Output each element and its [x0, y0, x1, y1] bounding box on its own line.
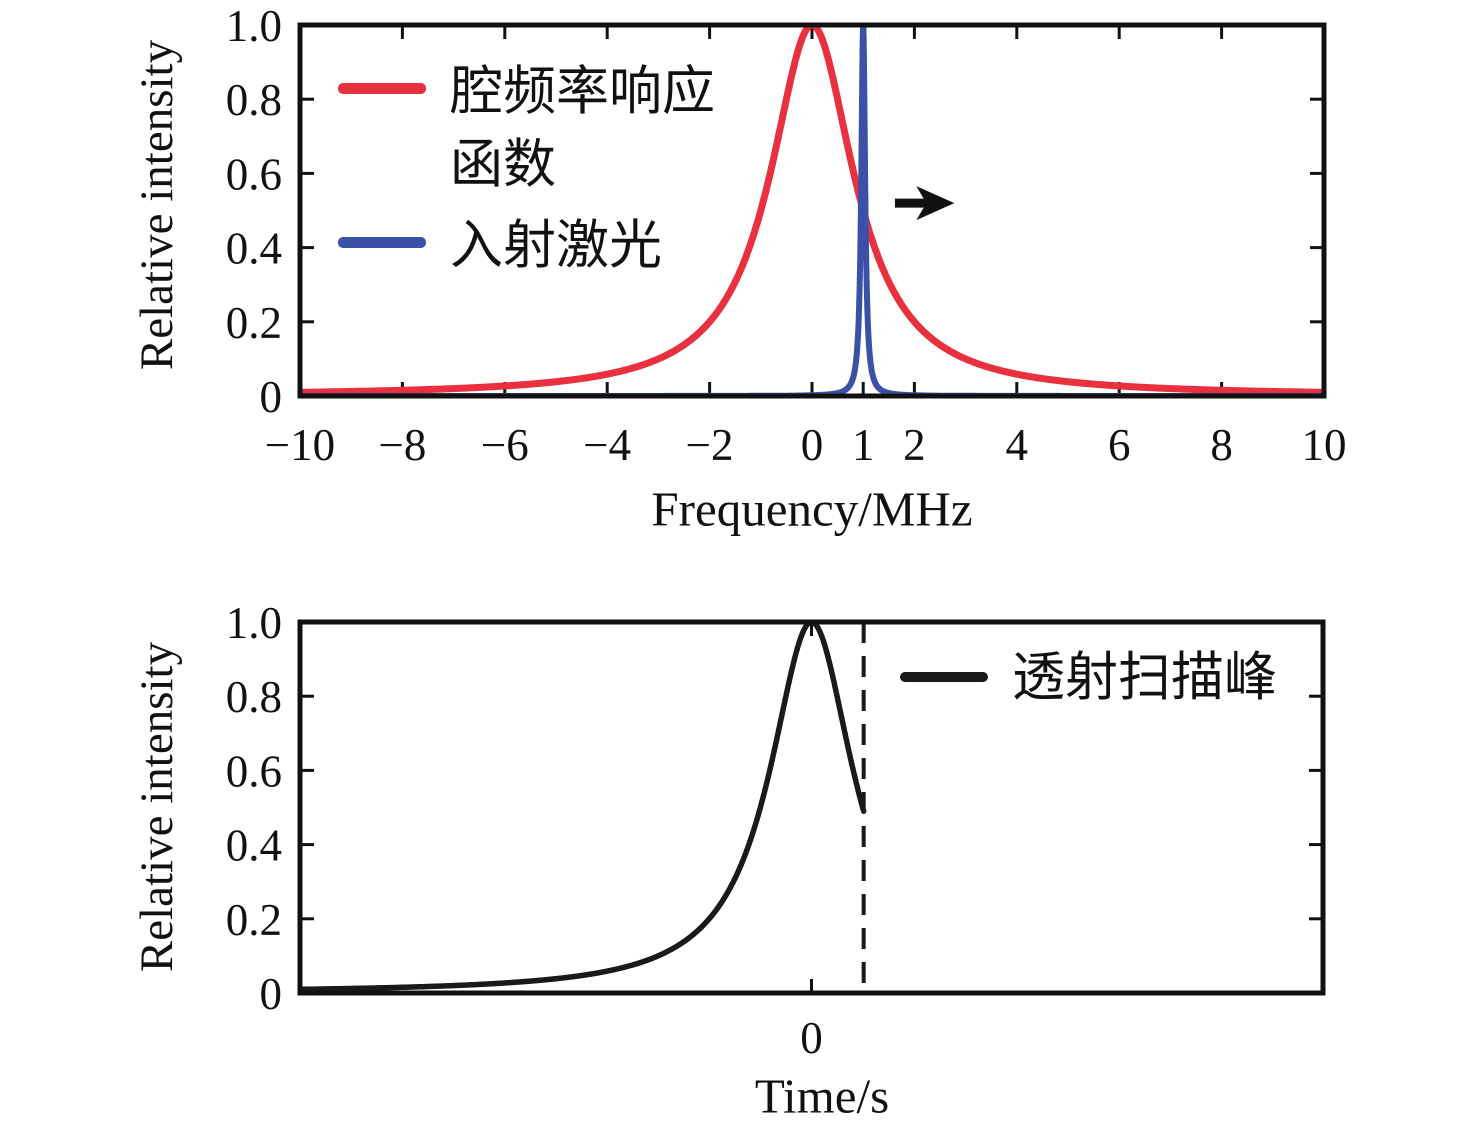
frequency-response-x-tick-label: 4: [1006, 420, 1029, 470]
frequency-response-y-tick-label: 0: [260, 372, 283, 422]
transmission-scan-y-tick-label: 0.8: [226, 672, 282, 722]
frequency-response-x-tick-label: −2: [686, 420, 734, 470]
frequency-response-y-tick-label: 0.6: [226, 149, 282, 199]
legend-item-cavity-response: 腔频率响应函数: [338, 56, 742, 202]
transmission-scan-y-tick-label: 0.2: [226, 895, 282, 945]
frequency-response-x-tick-label: −4: [583, 420, 631, 470]
transmission-scan-series-0-curve: [300, 622, 867, 993]
frequency-response-x-tick-label: −8: [378, 420, 426, 470]
frequency-response-y-tick-label: 0.8: [226, 75, 282, 125]
incident-laser-label: 入射激光: [450, 217, 662, 275]
frequency-response-y-tick-label: 1.0: [226, 1, 282, 51]
legend-item-incident-laser: 入射激光: [338, 210, 742, 283]
frequency-response-y-tick-label: 0.4: [226, 224, 282, 274]
legend-item-scan-peak: 透射扫描峰: [900, 642, 1277, 715]
frequency-response-x-tick-label: 8: [1210, 420, 1233, 470]
transmission-scan-y-tick-label: 1.0: [226, 598, 282, 648]
transmission-scan-y-tick-label: 0.4: [226, 821, 282, 871]
transmission-scan-plot: 0 0 0.2 0.4 0.6 0.8 1.0: [226, 598, 1326, 1063]
top-ylabel: Relative intensity: [131, 39, 183, 371]
frequency-response-x-tick-label: 0: [801, 420, 824, 470]
transmission-scan-y-tick-label: 0.6: [226, 746, 282, 796]
top-xlabel: Frequency/MHz: [651, 481, 973, 537]
bottom-ylabel: Relative intensity: [131, 641, 183, 973]
frequency-response-x-tick-label: 6: [1108, 420, 1131, 470]
bottom-legend: 透射扫描峰: [900, 642, 1277, 723]
frequency-response-x-tick-label: 10: [1302, 420, 1347, 470]
scan-peak-label: 透射扫描峰: [1012, 649, 1277, 707]
frequency-response-x-tick-label: −10: [265, 420, 335, 470]
detuning-arrow-head-icon: [916, 186, 955, 221]
transmission-scan-axes-border: [297, 619, 1326, 996]
frequency-response-y-tick-label: 0.2: [226, 298, 282, 348]
incident-laser-swatch: [338, 237, 426, 248]
cavity-response-label: 腔频率响应函数: [450, 63, 715, 194]
frequency-response-series-0-curve: [300, 25, 1324, 396]
top-legend: 腔频率响应函数 入射激光: [338, 56, 742, 291]
scan-peak-swatch: [900, 672, 988, 682]
bottom-xlabel: Time/s: [754, 1068, 890, 1124]
frequency-response-x-tick-label: 2: [903, 420, 926, 470]
cavity-response-swatch: [338, 83, 426, 94]
transmission-scan-x-tick-label: 0: [800, 1013, 823, 1063]
transmission-scan-y-tick-label: 0: [260, 969, 283, 1019]
frequency-response-axes-border: [297, 22, 1327, 399]
frequency-response-x-tick-label: −6: [481, 420, 529, 470]
frequency-response-x-tick-label: 1: [852, 420, 875, 470]
